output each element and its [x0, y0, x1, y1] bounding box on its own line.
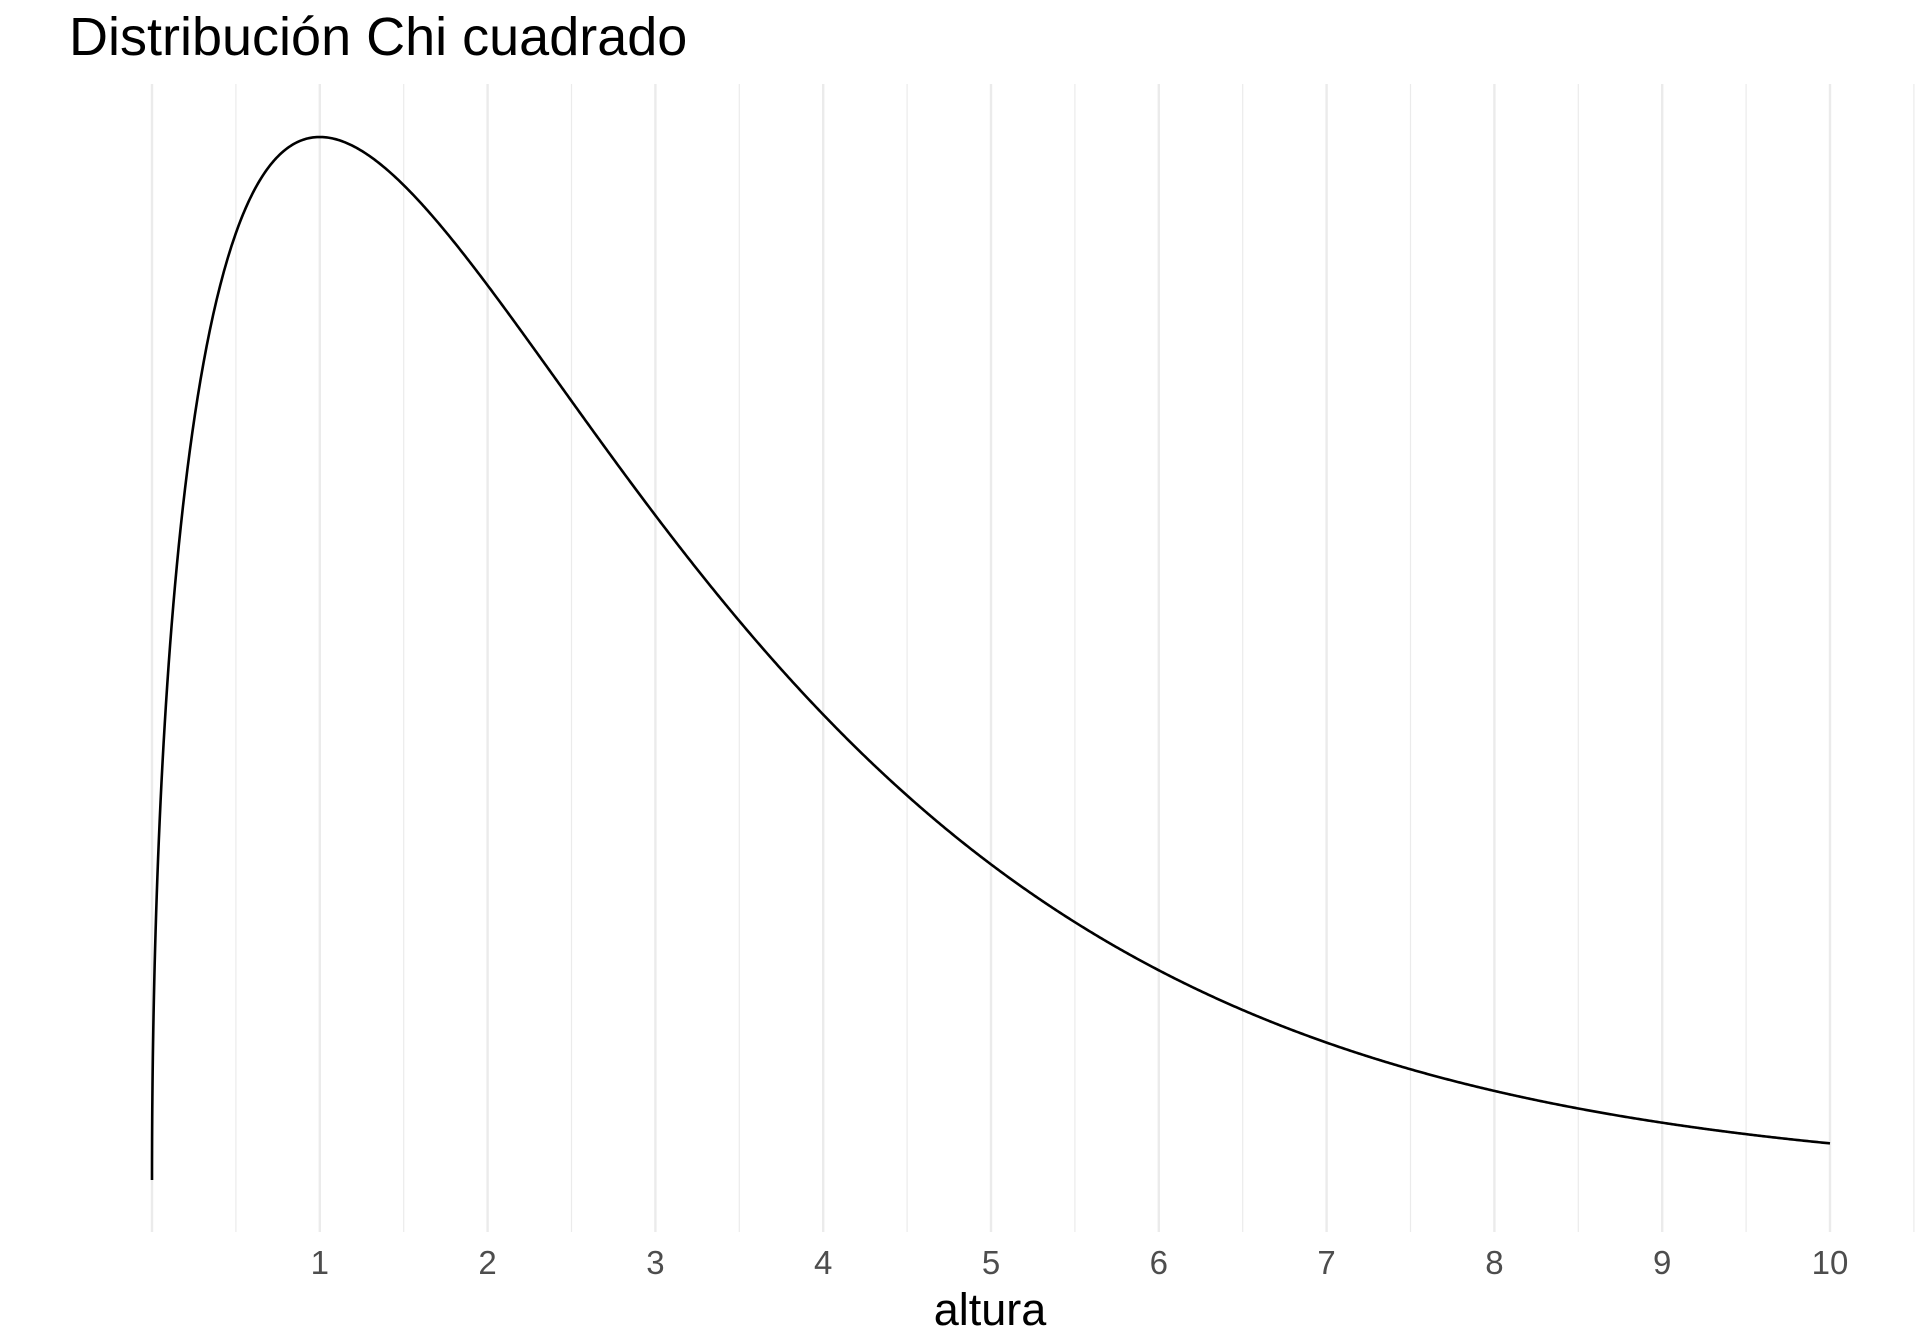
- x-tick-label: 4: [814, 1244, 832, 1281]
- x-tick-label: 9: [1653, 1244, 1671, 1281]
- x-tick-label: 10: [1812, 1244, 1849, 1281]
- grid-lines: [150, 84, 1915, 1232]
- x-tick-label: 1: [311, 1244, 329, 1281]
- x-tick-label: 2: [478, 1244, 496, 1281]
- x-tick-label: 8: [1485, 1244, 1503, 1281]
- x-axis-title: altura: [934, 1284, 1048, 1335]
- x-axis-tick-labels: 1 2 3 4 5 6 7 8 9 10: [311, 1244, 1849, 1281]
- x-tick-label: 5: [982, 1244, 1000, 1281]
- x-tick-label: 6: [1150, 1244, 1168, 1281]
- x-tick-label: 7: [1317, 1244, 1335, 1281]
- density-curve: [150, 135, 1831, 1180]
- chart-title: Distribución Chi cuadrado: [69, 7, 687, 67]
- x-tick-label: 3: [646, 1244, 664, 1281]
